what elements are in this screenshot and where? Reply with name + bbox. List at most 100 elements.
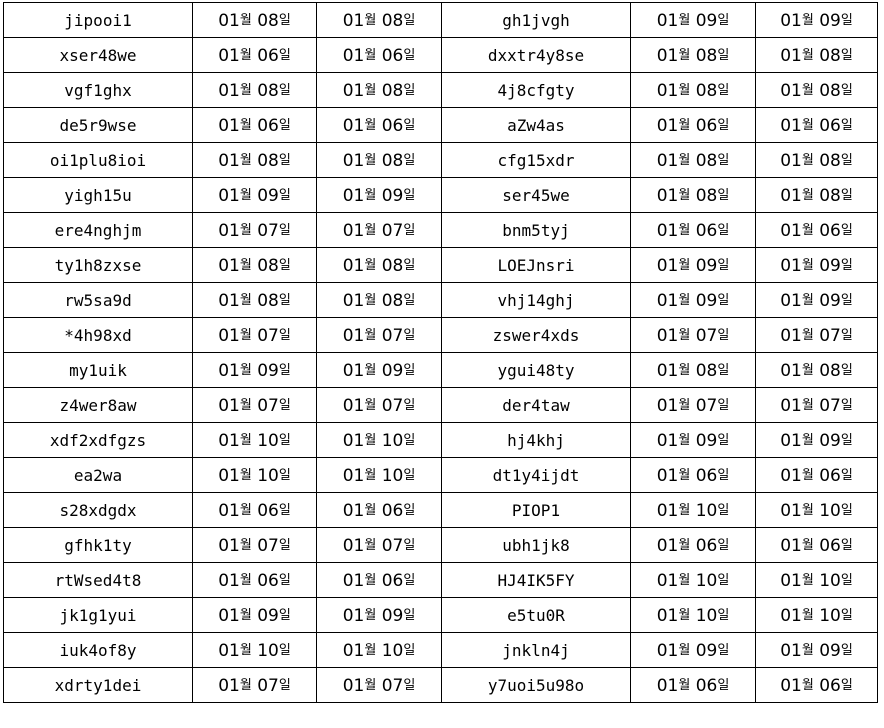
cell-date[interactable]: 01월 10일: [755, 492, 878, 528]
cell-id[interactable]: ygui48ty: [441, 352, 631, 388]
table-row[interactable]: gfhk1ty 01월 07일 01월 07일 ubh1jk8 01월 06일 01월 0…: [3, 527, 878, 563]
cell-date[interactable]: 01월 07일: [755, 387, 878, 423]
cell-date[interactable]: 01월 08일: [755, 177, 878, 213]
cell-id[interactable]: HJ4IK5FY: [441, 562, 631, 598]
cell-date[interactable]: 01월 09일: [755, 247, 878, 283]
cell-date[interactable]: 01월 07일: [192, 317, 317, 353]
table-row[interactable]: my1uik 01월 09일 01월 09일 ygui48ty 01월 08일 01월 0…: [3, 352, 878, 388]
cell-date[interactable]: 01월 09일: [630, 2, 756, 38]
cell-date[interactable]: 01월 09일: [192, 177, 317, 213]
cell-date[interactable]: 01월 08일: [630, 177, 756, 213]
table-row[interactable]: jipooi1 01월 08일 01월 08일 gh1jvgh 01월 09일 01월 0…: [3, 2, 878, 38]
cell-date[interactable]: 01월 06일: [192, 37, 317, 73]
cell-date[interactable]: 01월 08일: [755, 142, 878, 178]
table-row[interactable]: oi1plu8ioi 01월 08일 01월 08일 cfg15xdr 01월 08일 0…: [3, 142, 878, 178]
cell-date[interactable]: 01월 08일: [755, 37, 878, 73]
cell-date[interactable]: 01월 08일: [192, 142, 317, 178]
cell-id[interactable]: PIOP1: [441, 492, 631, 528]
cell-id[interactable]: z4wer8aw: [3, 387, 193, 423]
table-row[interactable]: z4wer8aw 01월 07일 01월 07일 der4taw 01월 07일 01월 …: [3, 387, 878, 423]
cell-date[interactable]: 01월 08일: [316, 142, 442, 178]
cell-date[interactable]: 01월 06일: [316, 37, 442, 73]
cell-id[interactable]: jk1g1yui: [3, 597, 193, 633]
cell-date[interactable]: 01월 09일: [630, 632, 756, 668]
cell-date[interactable]: 01월 08일: [630, 352, 756, 388]
cell-date[interactable]: 01월 07일: [192, 212, 317, 248]
cell-id[interactable]: y7uoi5u98o: [441, 667, 631, 703]
cell-date[interactable]: 01월 09일: [316, 597, 442, 633]
cell-date[interactable]: 01월 08일: [630, 142, 756, 178]
cell-date[interactable]: 01월 09일: [755, 2, 878, 38]
cell-date[interactable]: 01월 08일: [630, 37, 756, 73]
cell-date[interactable]: 01월 07일: [630, 387, 756, 423]
cell-id[interactable]: 4j8cfgty: [441, 72, 631, 108]
table-row[interactable]: jk1g1yui 01월 09일 01월 09일 e5tu0R 01월 10일 01월 1…: [3, 597, 878, 633]
cell-date[interactable]: 01월 08일: [755, 352, 878, 388]
cell-id[interactable]: my1uik: [3, 352, 193, 388]
cell-id[interactable]: ea2wa: [3, 457, 193, 493]
cell-date[interactable]: 01월 07일: [755, 317, 878, 353]
cell-date[interactable]: 01월 08일: [192, 2, 317, 38]
cell-date[interactable]: 01월 06일: [630, 527, 756, 563]
cell-date[interactable]: 01월 08일: [630, 72, 756, 108]
cell-id[interactable]: yigh15u: [3, 177, 193, 213]
table-row[interactable]: iuk4of8y 01월 10일 01월 10일 jnkln4j 01월 09일 01월 …: [3, 632, 878, 668]
cell-date[interactable]: 01월 06일: [755, 212, 878, 248]
cell-id[interactable]: ubh1jk8: [441, 527, 631, 563]
cell-date[interactable]: 01월 07일: [316, 317, 442, 353]
cell-id[interactable]: *4h98xd: [3, 317, 193, 353]
cell-date[interactable]: 01월 06일: [755, 667, 878, 703]
cell-id[interactable]: vgf1ghx: [3, 72, 193, 108]
cell-date[interactable]: 01월 08일: [755, 72, 878, 108]
cell-id[interactable]: xser48we: [3, 37, 193, 73]
table-row[interactable]: ea2wa 01월 10일 01월 10일 dt1y4ijdt 01월 06일 01월 0…: [3, 457, 878, 493]
cell-id[interactable]: der4taw: [441, 387, 631, 423]
cell-date[interactable]: 01월 06일: [316, 562, 442, 598]
cell-date[interactable]: 01월 07일: [192, 527, 317, 563]
cell-date[interactable]: 01월 06일: [192, 107, 317, 143]
cell-date[interactable]: 01월 06일: [630, 667, 756, 703]
cell-date[interactable]: 01월 08일: [316, 2, 442, 38]
cell-date[interactable]: 01월 09일: [192, 352, 317, 388]
cell-id[interactable]: dxxtr4y8se: [441, 37, 631, 73]
table-row[interactable]: rw5sa9d 01월 08일 01월 08일 vhj14ghj 01월 09일 01월 …: [3, 282, 878, 318]
cell-date[interactable]: 01월 09일: [630, 282, 756, 318]
cell-id[interactable]: xdf2xdfgzs: [3, 422, 193, 458]
cell-id[interactable]: oi1plu8ioi: [3, 142, 193, 178]
table-row[interactable]: xdrty1dei 01월 07일 01월 07일 y7uoi5u98o 01월 06일…: [3, 667, 878, 703]
cell-date[interactable]: 01월 06일: [755, 527, 878, 563]
cell-id[interactable]: bnm5tyj: [441, 212, 631, 248]
cell-id[interactable]: e5tu0R: [441, 597, 631, 633]
cell-date[interactable]: 01월 10일: [630, 562, 756, 598]
cell-date[interactable]: 01월 07일: [316, 387, 442, 423]
cell-id[interactable]: ser45we: [441, 177, 631, 213]
cell-date[interactable]: 01월 10일: [630, 597, 756, 633]
cell-id[interactable]: LOEJnsri: [441, 247, 631, 283]
cell-date[interactable]: 01월 07일: [316, 527, 442, 563]
cell-id[interactable]: ere4nghjm: [3, 212, 193, 248]
cell-date[interactable]: 01월 08일: [316, 282, 442, 318]
cell-date[interactable]: 01월 10일: [316, 457, 442, 493]
cell-date[interactable]: 01월 10일: [755, 597, 878, 633]
table-row[interactable]: rtWsed4t8 01월 06일 01월 06일 HJ4IK5FY 01월 10일 01…: [3, 562, 878, 598]
cell-date[interactable]: 01월 09일: [316, 352, 442, 388]
cell-id[interactable]: vhj14ghj: [441, 282, 631, 318]
cell-date[interactable]: 01월 06일: [192, 562, 317, 598]
cell-id[interactable]: ty1h8zxse: [3, 247, 193, 283]
cell-id[interactable]: gh1jvgh: [441, 2, 631, 38]
cell-id[interactable]: rtWsed4t8: [3, 562, 193, 598]
cell-date[interactable]: 01월 09일: [630, 422, 756, 458]
cell-date[interactable]: 01월 09일: [755, 422, 878, 458]
cell-date[interactable]: 01월 09일: [192, 597, 317, 633]
cell-id[interactable]: hj4khj: [441, 422, 631, 458]
cell-id[interactable]: cfg15xdr: [441, 142, 631, 178]
table-row[interactable]: *4h98xd 01월 07일 01월 07일 zswer4xds 01월 07일 01월…: [3, 317, 878, 353]
table-row[interactable]: ere4nghjm 01월 07일 01월 07일 bnm5tyj 01월 06일 01월…: [3, 212, 878, 248]
cell-date[interactable]: 01월 10일: [192, 422, 317, 458]
data-table[interactable]: jipooi1 01월 08일 01월 08일 gh1jvgh 01월 09일 01월 0…: [3, 2, 878, 703]
cell-id[interactable]: jnkln4j: [441, 632, 631, 668]
table-row[interactable]: yigh15u 01월 09일 01월 09일 ser45we 01월 08일 01월 0…: [3, 177, 878, 213]
cell-date[interactable]: 01월 06일: [630, 107, 756, 143]
cell-date[interactable]: 01월 07일: [316, 212, 442, 248]
cell-date[interactable]: 01월 09일: [755, 282, 878, 318]
